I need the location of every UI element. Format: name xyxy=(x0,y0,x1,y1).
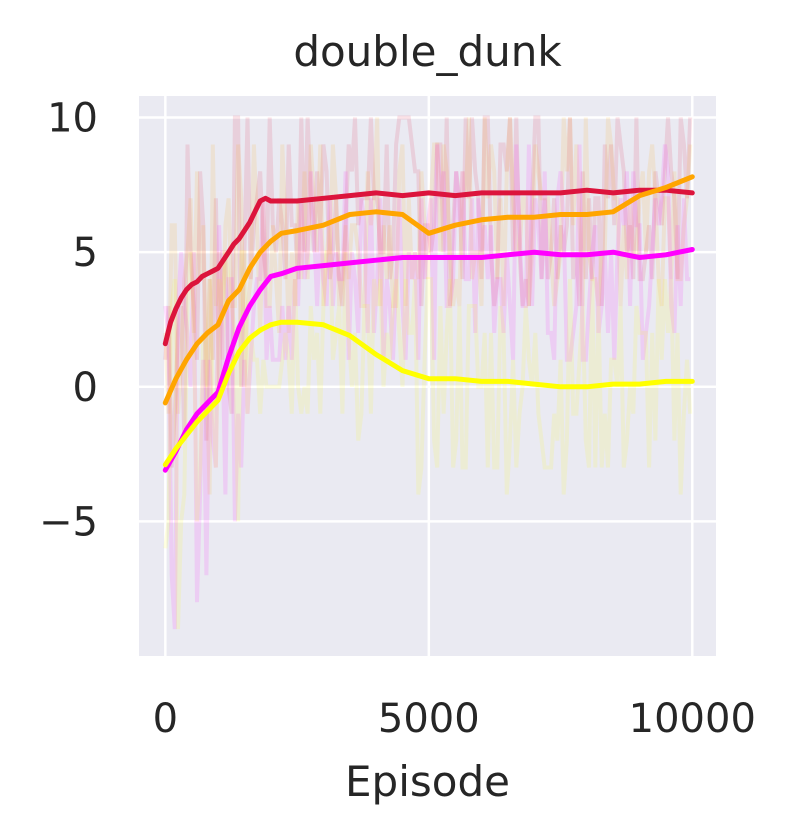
tick-labels: 0 5000 10000 −5 0 5 10 xyxy=(39,96,756,742)
y-tick-label: 10 xyxy=(47,96,98,142)
y-tick-label: 0 xyxy=(73,365,98,411)
x-tick-label: 5000 xyxy=(378,696,480,742)
series-line-3 xyxy=(162,319,695,468)
series-line-1 xyxy=(162,174,695,406)
x-axis-label: Episode xyxy=(345,757,510,806)
x-tick-label: 10000 xyxy=(629,696,756,742)
y-tick-label: 5 xyxy=(73,230,98,276)
raw-band-3 xyxy=(163,224,693,630)
raw-band-2 xyxy=(163,144,691,630)
y-tick-label: −5 xyxy=(39,499,98,545)
series-line-0 xyxy=(162,187,695,347)
series-line-2 xyxy=(162,247,695,473)
x-tick-label: 0 xyxy=(153,696,178,742)
series-lines xyxy=(162,174,695,473)
chart-title: double_dunk xyxy=(293,27,562,76)
